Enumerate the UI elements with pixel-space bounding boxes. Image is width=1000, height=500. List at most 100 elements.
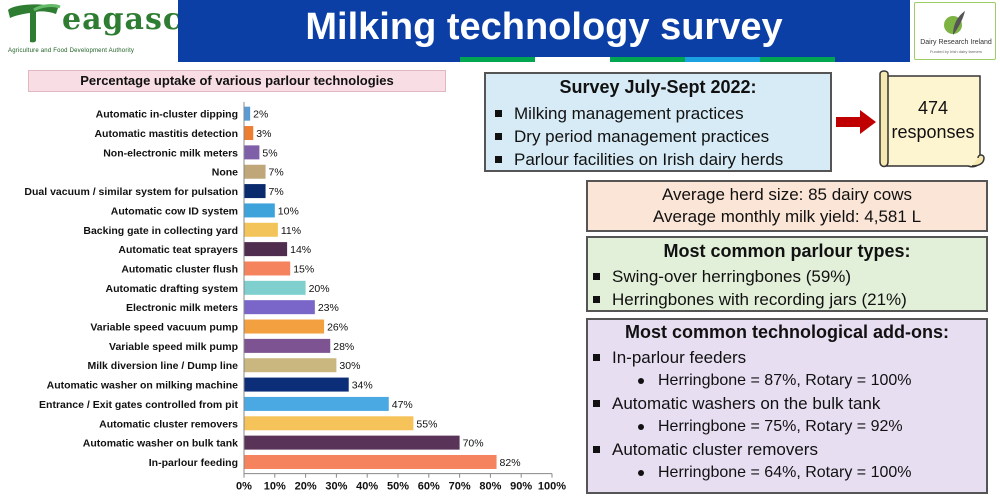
addon-label: In-parlour feeders xyxy=(612,348,747,367)
data-label: 15% xyxy=(293,263,314,275)
bar xyxy=(244,416,414,431)
dri-name: Dairy Research Ireland xyxy=(920,39,992,46)
x-tick-label: 20% xyxy=(295,481,317,493)
logo-word: eagasc xyxy=(62,2,183,37)
color-stripes xyxy=(460,57,910,62)
bar xyxy=(244,300,315,315)
category-label: Automatic washer on milking machine xyxy=(47,380,239,392)
bullet-square-icon xyxy=(593,354,600,361)
addon-detail-text: Herringbone = 75%, Rotary = 92% xyxy=(658,418,903,435)
addon-item: Automatic washers on the bulk tank xyxy=(590,392,911,415)
category-label: Milk diversion line / Dump line xyxy=(87,360,238,372)
data-label: 55% xyxy=(416,418,437,430)
addon-item: Automatic cluster removers xyxy=(590,438,911,461)
addon-detail-text: Herringbone = 87%, Rotary = 100% xyxy=(658,372,912,389)
x-tick-label: 10% xyxy=(264,481,286,493)
data-label: 28% xyxy=(333,341,354,353)
addon-label: Automatic cluster removers xyxy=(612,440,818,459)
dairy-research-ireland-logo: Dairy Research Ireland Funded by Irish d… xyxy=(914,2,996,60)
data-label: 70% xyxy=(463,438,484,450)
bar xyxy=(244,106,251,121)
bar xyxy=(244,184,266,199)
survey-item: Parlour facilities on Irish dairy herds xyxy=(492,148,783,171)
bullet-square-icon xyxy=(593,273,600,280)
responses-count: 474 xyxy=(917,98,949,118)
parlour-types-title: Most common parlour types: xyxy=(663,241,911,261)
milk-yield-text: Average monthly milk yield: 4,581 L xyxy=(652,207,922,226)
survey-item: Milking management practices xyxy=(492,102,783,125)
survey-title: Survey July-Sept 2022: xyxy=(559,77,757,97)
stripe xyxy=(535,57,610,62)
page-title: Milking technology survey xyxy=(305,6,783,48)
data-label: 30% xyxy=(339,360,360,372)
data-label: 14% xyxy=(290,244,311,256)
data-label: 20% xyxy=(309,283,330,295)
addons-box: Most common technological add-ons: In-pa… xyxy=(586,318,988,494)
addon-detail: Herringbone = 87%, Rotary = 100% xyxy=(590,369,911,392)
x-tick-label: 80% xyxy=(479,481,501,493)
stripe xyxy=(460,57,535,62)
responses-scroll: 474 responses xyxy=(878,70,988,170)
category-label: Variable speed milk pump xyxy=(109,341,238,353)
x-tick-label: 90% xyxy=(510,481,532,493)
survey-item-label: Milking management practices xyxy=(514,104,744,123)
addons-list: In-parlour feeders Herringbone = 87%, Ro… xyxy=(590,346,911,484)
bar xyxy=(244,358,337,373)
bullet-dot-icon xyxy=(638,424,644,430)
bar xyxy=(244,203,275,218)
data-label: 23% xyxy=(318,302,339,314)
bar xyxy=(244,280,306,295)
category-label: Backing gate in collecting yard xyxy=(83,225,238,237)
addon-label: Automatic washers on the bulk tank xyxy=(612,394,881,413)
bullet-dot-icon xyxy=(638,378,644,384)
parlour-types-list: Swing-over herringbones (59%) Herringbon… xyxy=(590,265,907,311)
chart-title: Percentage uptake of various parlour tec… xyxy=(28,70,446,92)
data-label: 47% xyxy=(392,399,413,411)
bar xyxy=(244,377,349,392)
x-tick-label: 50% xyxy=(387,481,409,493)
survey-item-label: Dry period management practices xyxy=(514,127,770,146)
category-label: Automatic washer on bulk tank xyxy=(83,438,238,450)
data-label: 26% xyxy=(327,322,348,334)
addon-detail-text: Herringbone = 64%, Rotary = 100% xyxy=(658,464,912,481)
bullet-dot-icon xyxy=(638,470,644,476)
uptake-bar-chart: Automatic in-cluster dipping 2% Automatic … xyxy=(24,102,566,493)
data-label: 11% xyxy=(281,225,301,237)
bullet-square-icon xyxy=(495,110,502,117)
addon-detail: Herringbone = 75%, Rotary = 92% xyxy=(590,415,911,438)
bar xyxy=(244,396,389,411)
x-tick-label: 0% xyxy=(236,481,252,493)
addons-title: Most common technological add-ons: xyxy=(624,322,949,342)
parlour-type-label: Swing-over herringbones (59%) xyxy=(612,267,852,286)
x-tick-label: 100% xyxy=(538,481,566,493)
data-label: 2% xyxy=(253,109,268,121)
bar xyxy=(244,338,331,353)
x-tick-label: 70% xyxy=(449,481,471,493)
stripe xyxy=(610,57,685,62)
stripe xyxy=(835,57,910,62)
data-label: 10% xyxy=(278,205,299,217)
data-label: 34% xyxy=(352,380,373,392)
bullet-square-icon xyxy=(593,446,600,453)
parlour-type-item: Swing-over herringbones (59%) xyxy=(590,265,907,288)
teagasc-logo: eagasc Agriculture and Food Development … xyxy=(0,0,181,62)
category-label: Entrance / Exit gates controlled from pi… xyxy=(39,399,238,411)
bar xyxy=(244,222,278,237)
teagasc-t-icon xyxy=(8,4,61,43)
addon-item: In-parlour feeders xyxy=(590,346,911,369)
dri-tagline: Funded by Irish dairy farmers xyxy=(929,49,983,54)
x-tick-label: 40% xyxy=(356,481,378,493)
category-label: Variable speed vacuum pump xyxy=(90,322,238,334)
survey-box: Survey July-Sept 2022: Milking managemen… xyxy=(484,72,832,172)
scroll-shape xyxy=(879,70,985,168)
category-label: Automatic teat sprayers xyxy=(118,244,238,256)
herd-size-text: Average herd size: 85 dairy cows xyxy=(661,185,913,204)
category-label: In-parlour feeding xyxy=(149,457,238,469)
category-label: Automatic in-cluster dipping xyxy=(96,109,238,121)
right-arrow-icon xyxy=(836,110,876,134)
survey-item: Dry period management practices xyxy=(492,125,783,148)
bullet-square-icon xyxy=(495,156,502,163)
parlour-type-label: Herringbones with recording jars (21%) xyxy=(612,290,907,309)
category-label: Electronic milk meters xyxy=(126,302,238,314)
category-label: Automatic drafting system xyxy=(106,283,238,295)
